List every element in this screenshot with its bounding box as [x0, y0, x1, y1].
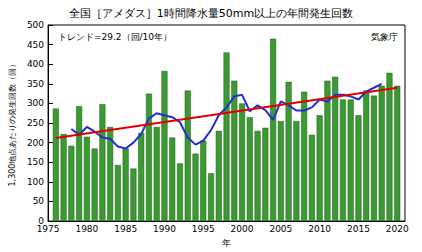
svg-text:350: 350 [27, 79, 44, 89]
svg-text:1995: 1995 [192, 224, 215, 234]
svg-text:250: 250 [27, 118, 44, 128]
svg-text:500: 500 [27, 20, 44, 30]
svg-text:年: 年 [222, 238, 231, 248]
svg-text:2020: 2020 [386, 224, 409, 234]
svg-text:1975: 1975 [37, 224, 60, 234]
svg-text:200: 200 [27, 138, 44, 148]
svg-text:100: 100 [27, 177, 44, 187]
svg-text:2000: 2000 [231, 224, 254, 234]
svg-text:2015: 2015 [347, 224, 370, 234]
svg-text:1980: 1980 [75, 224, 98, 234]
svg-text:0: 0 [38, 216, 45, 227]
svg-text:1,300地点あたりの発生回数（回）: 1,300地点あたりの発生回数（回） [8, 60, 17, 187]
svg-text:1985: 1985 [114, 224, 137, 234]
svg-text:全国［アメダス］1時間降水量50mm以上の年間発生回数: 全国［アメダス］1時間降水量50mm以上の年間発生回数 [69, 7, 353, 20]
svg-text:気象庁: 気象庁 [371, 32, 398, 42]
svg-text:トレンド=29.2（回/10年）: トレンド=29.2（回/10年） [58, 32, 172, 42]
svg-text:50: 50 [33, 196, 45, 206]
svg-text:400: 400 [27, 59, 44, 69]
svg-text:450: 450 [27, 40, 44, 50]
svg-text:1990: 1990 [153, 224, 176, 234]
svg-text:2010: 2010 [308, 224, 331, 234]
svg-text:2005: 2005 [269, 224, 292, 234]
svg-text:300: 300 [27, 98, 44, 108]
svg-text:150: 150 [27, 157, 44, 167]
